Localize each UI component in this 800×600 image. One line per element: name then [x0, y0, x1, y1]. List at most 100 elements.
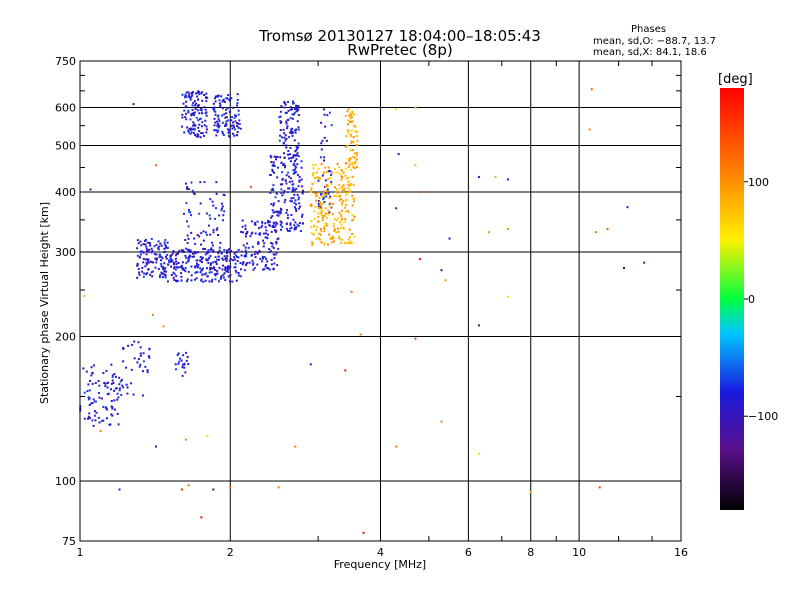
echo-point-o — [275, 158, 278, 161]
echo-point-o — [300, 166, 303, 169]
echo-point-o — [189, 118, 192, 121]
echo-point-o — [164, 243, 167, 246]
echo-point-o — [201, 256, 204, 259]
echo-point-o — [266, 233, 269, 236]
echo-point-o — [286, 209, 289, 212]
echo-point-o — [97, 391, 100, 394]
echo-point-o — [230, 119, 233, 122]
echo-point-x — [350, 184, 353, 187]
echo-point-o — [278, 212, 281, 215]
echo-point-o — [194, 107, 197, 110]
echo-point-o — [212, 102, 215, 105]
echo-point-o — [245, 235, 248, 238]
echo-point-o — [180, 272, 183, 275]
echo-point-o — [294, 150, 297, 153]
echo-point-o — [155, 261, 158, 264]
echo-point-o — [265, 229, 268, 232]
echo-point-o — [222, 276, 225, 279]
echo-point-o — [319, 193, 322, 196]
echo-point-o — [291, 200, 294, 203]
echo-point-o — [234, 120, 237, 123]
echo-point-o — [243, 269, 246, 272]
echo-point-o — [166, 253, 169, 256]
echo-point-x — [344, 114, 347, 117]
echo-point-o — [199, 202, 202, 205]
echo-point-o — [273, 171, 276, 174]
echo-point-o — [162, 272, 165, 275]
echo-point-o — [277, 214, 280, 217]
echo-point-o — [221, 257, 224, 260]
echo-point-o — [228, 280, 231, 283]
echo-point-x — [312, 173, 315, 176]
echo-point-o — [299, 230, 302, 233]
echo-point-o — [200, 232, 203, 235]
echo-point-o — [281, 225, 284, 228]
echo-point-x — [351, 110, 354, 113]
echo-point-x — [342, 184, 345, 187]
echo-point-o — [280, 171, 283, 174]
echo-point-x — [351, 204, 354, 207]
echo-point-o — [293, 139, 296, 142]
echo-point-o — [93, 364, 96, 367]
echo-point-o — [110, 405, 113, 408]
echo-point-o — [198, 235, 201, 238]
echo-point-o — [146, 260, 149, 263]
echo-point-o — [270, 216, 273, 219]
echo-point-o — [267, 267, 270, 270]
echo-point-o — [205, 114, 208, 117]
echo-point-o — [278, 210, 281, 213]
echo-point-o — [83, 417, 86, 420]
echo-point-o — [205, 258, 208, 261]
echo-point-o — [258, 249, 261, 252]
echo-point-o — [187, 129, 190, 132]
echo-point-o — [174, 257, 177, 260]
echo-point-x — [349, 157, 352, 160]
echo-point-o — [207, 258, 210, 261]
echo-point-o — [297, 185, 300, 188]
echo-point-o — [217, 252, 220, 255]
echo-point-o — [162, 267, 165, 270]
echo-point-o — [185, 359, 188, 362]
echo-point-x — [331, 213, 334, 216]
echo-point-o — [292, 218, 295, 221]
echo-point-o — [208, 214, 211, 217]
echo-point-o — [154, 257, 157, 260]
echo-point-o — [274, 253, 277, 256]
echo-point-o — [185, 91, 188, 94]
echo-point-o — [139, 352, 142, 355]
echo-point-o — [235, 115, 238, 118]
echo-point-o — [88, 403, 91, 406]
echo-point-o — [196, 109, 199, 112]
echo-point-o — [289, 106, 292, 109]
echo-point-o — [194, 250, 197, 253]
echo-point-o — [175, 253, 178, 256]
echo-point-o — [295, 145, 298, 148]
echo-point-o — [291, 180, 294, 183]
echo-point-o — [142, 370, 145, 373]
echo-point-x — [346, 183, 349, 186]
echo-point-o — [236, 125, 239, 128]
echo-point-x — [333, 186, 336, 189]
echo-point-o — [275, 229, 278, 232]
echo-point-o — [270, 263, 273, 266]
echo-point-o — [206, 96, 209, 99]
echo-point-x — [343, 221, 346, 224]
echo-point-o — [136, 276, 139, 279]
echo-point-o — [186, 278, 189, 281]
echo-point-o — [163, 262, 166, 265]
echo-point-o — [214, 260, 217, 263]
echo-point-o — [213, 117, 216, 120]
echo-point — [477, 324, 480, 327]
echo-point-o — [110, 413, 113, 416]
echo-point-x — [340, 179, 343, 182]
echo-point-o — [192, 112, 195, 115]
echo-point-o — [272, 268, 275, 271]
echo-point-x — [313, 177, 316, 180]
echo-point-o — [249, 235, 252, 238]
echo-point-o — [317, 205, 320, 208]
echo-point-o — [290, 197, 293, 200]
echo-point-x — [309, 190, 312, 193]
echo-point-o — [296, 120, 299, 123]
echo-point-o — [187, 131, 190, 134]
echo-point-o — [113, 408, 116, 411]
